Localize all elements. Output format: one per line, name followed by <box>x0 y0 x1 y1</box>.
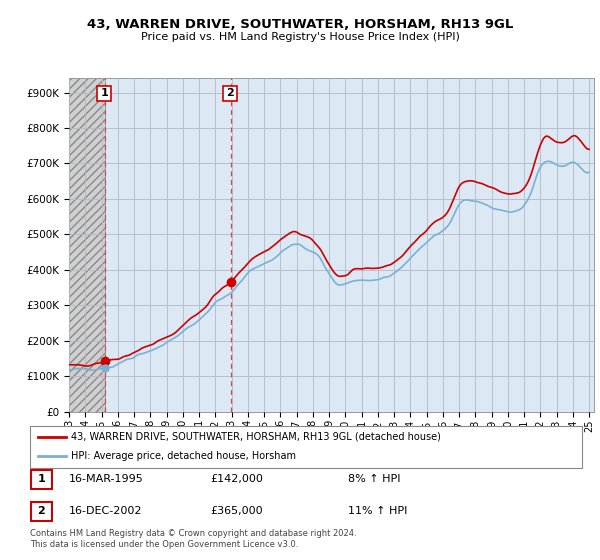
Text: 43, WARREN DRIVE, SOUTHWATER, HORSHAM, RH13 9GL (detached house): 43, WARREN DRIVE, SOUTHWATER, HORSHAM, R… <box>71 432 441 442</box>
Text: 43, WARREN DRIVE, SOUTHWATER, HORSHAM, RH13 9GL: 43, WARREN DRIVE, SOUTHWATER, HORSHAM, R… <box>87 18 513 31</box>
Text: 16-DEC-2002: 16-DEC-2002 <box>69 506 143 516</box>
Text: 11% ↑ HPI: 11% ↑ HPI <box>348 506 407 516</box>
Text: 2: 2 <box>226 88 234 99</box>
Text: 8% ↑ HPI: 8% ↑ HPI <box>348 474 401 484</box>
Text: £365,000: £365,000 <box>210 506 263 516</box>
Text: £142,000: £142,000 <box>210 474 263 484</box>
Text: Price paid vs. HM Land Registry's House Price Index (HPI): Price paid vs. HM Land Registry's House … <box>140 32 460 43</box>
Bar <box>69 78 105 412</box>
Text: 1: 1 <box>100 88 108 99</box>
Text: 1: 1 <box>38 474 45 484</box>
Text: 2: 2 <box>38 506 45 516</box>
Text: HPI: Average price, detached house, Horsham: HPI: Average price, detached house, Hors… <box>71 451 296 461</box>
Text: 16-MAR-1995: 16-MAR-1995 <box>69 474 144 484</box>
Text: Contains HM Land Registry data © Crown copyright and database right 2024.
This d: Contains HM Land Registry data © Crown c… <box>30 529 356 549</box>
